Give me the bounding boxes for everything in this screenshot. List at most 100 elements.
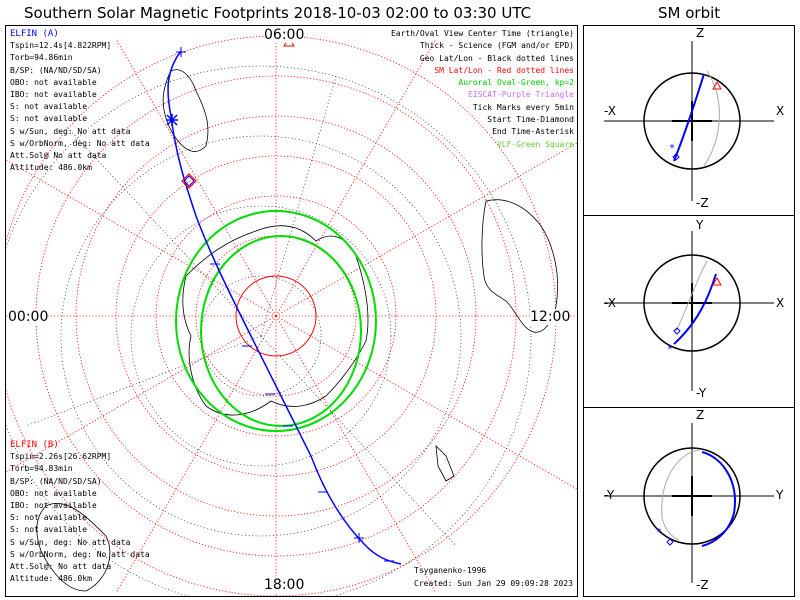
orbit-a-path (673, 73, 705, 162)
orbit-yz-left-label: -Y (604, 488, 615, 502)
elfin-b-line: S: not available (10, 513, 88, 523)
elfin-a-line: Att.Sol@ No att data (10, 151, 107, 161)
elfin-b-name: ELFIN (B) (10, 440, 59, 450)
elfin-a-line: OBO: not available (10, 77, 97, 87)
earth-circle (643, 254, 741, 352)
sm-pole-circle (235, 275, 317, 357)
elfin-a-line: Tspin=12.4s[4.822RPM] (10, 41, 112, 51)
orbit-panel-xz: * Z -Z -X X (583, 25, 795, 216)
elfin-a-line: IBO: not available (10, 90, 97, 100)
geo-lon-line (65, 125, 262, 337)
elfin-b-line: S w/OrbNorm, deg: No att data (10, 549, 150, 559)
elfin-b-line: Torb=94.83min (10, 464, 73, 474)
orbit-a-path (701, 451, 736, 547)
orbit-xz-bottom-label: -Z (696, 196, 709, 210)
legend-entry: Thick - Science (FGM and/or EPD) (419, 41, 574, 51)
orbit-diamond (666, 538, 674, 546)
legend-entry: VLF-Green Square (496, 139, 574, 149)
orbit-xy-top-label: Y (696, 218, 704, 232)
mlt-right-label: 12:00 (530, 309, 571, 325)
elfin-b-line: S: not available (10, 525, 88, 535)
elfin-a-line: S w/OrbNorm, deg: No att data (10, 138, 150, 148)
elfin-b-line: Tspin=2.26s[26.62RPM] (10, 452, 112, 462)
elfin-b-line: S w/Sun, deg: No att data (10, 537, 131, 547)
earth-circle (643, 72, 741, 170)
sm-lon-line (275, 315, 577, 490)
auroral-oval (175, 210, 377, 432)
elfin-a-line: S: not available (10, 114, 88, 124)
coastlines (36, 69, 559, 592)
geo-lat-circle (130, 205, 392, 467)
africa-coast (36, 503, 111, 592)
mlt-bottom-label: 18:00 (264, 577, 305, 593)
geo-lon-line (260, 335, 457, 547)
legend-entry: SM Lat/Lon - Red dotted lines (434, 65, 574, 75)
orbit-asterisk: * (669, 143, 675, 154)
plot-title: Southern Solar Magnetic Footprints 2018-… (24, 4, 532, 22)
orbit-triangle (712, 276, 722, 286)
sm-lon-line (275, 142, 577, 317)
elfin-a-line: Altitude: 486.0km (10, 163, 92, 173)
geo-lat-circle (200, 275, 322, 397)
orbit-panel-yz: * Z -Z -Y Y (583, 407, 795, 597)
orbit-diamond (673, 327, 681, 335)
sm-lon-line (275, 315, 437, 594)
orbit-b-path (703, 70, 720, 167)
elfin-a-start-diamond (183, 175, 195, 187)
elfin-b-line: IBO: not available (10, 501, 97, 511)
sm-lon-line (115, 315, 277, 594)
orbit-b-path (661, 449, 700, 541)
legend-entry: EISCAT-Purple Triangle (468, 90, 574, 100)
legend-entry: Geo Lat/Lon - Black dotted lines (419, 53, 574, 63)
sm-lon-line (6, 315, 277, 473)
new-zealand-coast (435, 444, 455, 482)
elfin-a-start-asterisk (166, 114, 178, 126)
elfin-b-line: Att.Sol@: No att data (10, 562, 112, 572)
orbit-plot-xz: * (604, 41, 774, 201)
elfin-b-info: ELFIN (B) Tspin=2.26s[26.62RPM] Torb=94.… (10, 439, 150, 585)
legend-entry: Start Time-Diamond (487, 115, 574, 125)
orbit-triangle (712, 80, 722, 90)
orbit-xz-top-label: Z (696, 26, 705, 40)
orbit-yz-right-label: Y (776, 488, 784, 502)
elfin-a-ticks (176, 47, 394, 562)
auroral-oval-outer (175, 210, 377, 432)
orbit-a-path (673, 273, 717, 345)
elfin-b-line: Altitude: 486.0km (10, 574, 92, 584)
model-label: Tsyganenko-1996 (414, 566, 487, 575)
orbit-xy-bottom-label: -Y (696, 386, 707, 400)
elfin-a-line: B/SP: (NA/ND/SD/SA) (10, 65, 102, 75)
legend-entry: Auroral Oval-Green, kp=2 (458, 78, 574, 88)
orbit-xy-left-label: -X (604, 296, 616, 310)
geo-grid (6, 65, 532, 596)
south-america-coast (162, 69, 209, 152)
mlt-left-label: 00:00 (8, 309, 49, 325)
orbit-plot-xy: * (604, 231, 774, 391)
elfin-a-line: Torb=94.86min (10, 53, 73, 63)
legend-entry: End Time-Asterisk (492, 127, 574, 137)
created-label: Created: Sun Jan 29 09:09:28 2023 (414, 579, 573, 588)
sm-lon-line (275, 38, 437, 317)
sm-lon-line (115, 38, 277, 317)
orbit-title: SM orbit (658, 4, 721, 22)
legend-entry: Earth/Oval View Center Time (triangle) (390, 29, 574, 38)
sm-lon-line (6, 159, 277, 317)
legend-entry: Tick Marks every 5min (472, 102, 574, 112)
mlt-top-label: 06:00 (264, 27, 305, 43)
orbit-diamond (672, 153, 680, 161)
orbit-xz-left-label: -X (604, 104, 616, 118)
orbit-xy-right-label: X (776, 296, 785, 310)
antarctica-coast (182, 225, 369, 416)
geo-lon-line (25, 335, 262, 427)
elfin-a-name: ELFIN (A) (10, 29, 59, 39)
orbit-b-path (675, 260, 708, 332)
geo-lat-circle (60, 135, 462, 537)
orbit-xz-right-label: X (776, 104, 785, 118)
orbit-panel-xy: * Y -Y -X X (583, 215, 795, 408)
orbit-yz-bottom-label: -Z (696, 578, 709, 592)
orbit-asterisk: * (656, 527, 662, 538)
elfin-a-line: S w/Sun, deg: No att data (10, 126, 131, 136)
elfin-b-line: OBO: not available (10, 488, 97, 498)
elfin-b-line: B/SP: (NA/ND/SD/SA) (10, 476, 102, 486)
australia-coast (481, 199, 559, 333)
